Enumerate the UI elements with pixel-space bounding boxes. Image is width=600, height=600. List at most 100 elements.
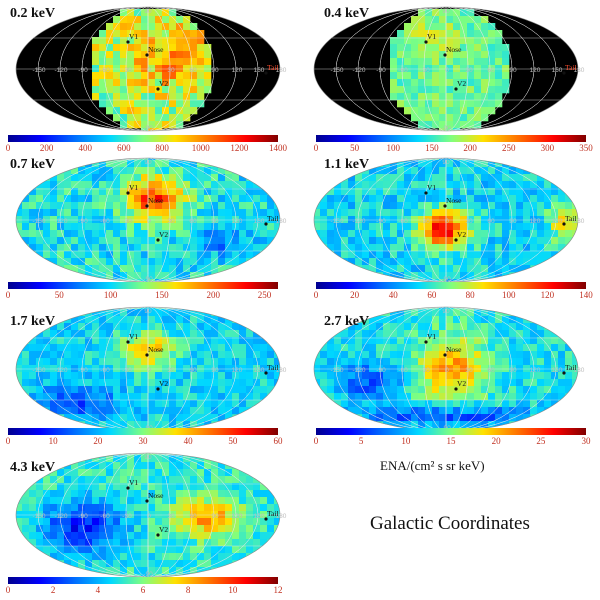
map-pixel — [92, 518, 100, 526]
map-pixel — [29, 244, 37, 252]
map-pixel — [162, 455, 170, 463]
map-pixel — [495, 400, 503, 408]
map-pixel — [432, 251, 440, 259]
map-pixel — [481, 188, 489, 196]
map-pixel — [204, 553, 212, 561]
map-pixel — [57, 490, 65, 498]
v1-marker-label: V1 — [129, 183, 138, 192]
map-pixel — [418, 114, 426, 122]
map-pixel — [169, 386, 177, 394]
map-pixel — [36, 237, 44, 245]
map-pixel — [404, 258, 412, 266]
map-pixel — [92, 93, 100, 101]
map-pixel — [197, 560, 205, 568]
map-pixel — [204, 72, 212, 80]
map-pixel — [383, 330, 391, 338]
map-pixel — [225, 483, 233, 491]
map-pixel — [106, 37, 114, 45]
map-pixel — [71, 393, 79, 401]
map-pixel — [218, 393, 226, 401]
map-pixel — [537, 195, 545, 203]
map-pixel — [99, 251, 107, 259]
map-pixel — [481, 337, 489, 345]
map-pixel — [509, 393, 517, 401]
map-pixel — [481, 58, 489, 66]
map-pixel — [460, 379, 468, 387]
map-pixel — [425, 379, 433, 387]
map-pixel — [183, 216, 191, 224]
map-pixel — [71, 167, 79, 175]
map-pixel — [246, 407, 254, 415]
map-pixel — [148, 365, 156, 373]
map-pixel — [348, 407, 356, 415]
map-pixel — [141, 400, 149, 408]
map-pixel — [162, 107, 170, 115]
map-pixel — [418, 209, 426, 217]
map-pixel — [439, 167, 447, 175]
map-pixel — [120, 223, 128, 231]
map-pixel — [369, 181, 377, 189]
map-pixel — [341, 216, 349, 224]
map-pixel — [425, 167, 433, 175]
map-pixel — [390, 58, 398, 66]
map-pixel — [169, 272, 177, 280]
map-pixel — [232, 365, 240, 373]
map-pixel — [397, 400, 405, 408]
map-pixel — [85, 490, 93, 498]
map-pixel — [418, 188, 426, 196]
map-pixel — [523, 372, 531, 380]
latitude-label: 90 — [144, 454, 152, 461]
map-pixel — [64, 560, 72, 568]
map-pixel — [467, 358, 475, 366]
map-pixel — [411, 93, 419, 101]
map-pixel — [225, 223, 233, 231]
map-pixel — [120, 30, 128, 38]
map-pixel — [78, 539, 86, 547]
map-pixel — [197, 553, 205, 561]
longitude-label: 150 — [552, 67, 563, 74]
map-pixel — [474, 93, 482, 101]
map-pixel — [36, 400, 44, 408]
map-pixel — [390, 188, 398, 196]
map-pixel — [148, 504, 156, 512]
map-pixel — [404, 181, 412, 189]
map-pixel — [411, 365, 419, 373]
map-pixel — [218, 504, 226, 512]
map-pixel — [369, 386, 377, 394]
map-pixel — [162, 16, 170, 24]
map-pixel — [57, 351, 65, 359]
map-pixel — [432, 400, 440, 408]
map-pixel — [36, 337, 44, 345]
map-pixel — [211, 251, 219, 259]
latitude-label: 90 — [442, 308, 450, 315]
map-pixel — [120, 462, 128, 470]
map-pixel — [544, 237, 552, 245]
map-pixel — [418, 9, 426, 17]
map-pixel — [183, 195, 191, 203]
map-pixel — [162, 258, 170, 266]
map-pixel — [439, 188, 447, 196]
map-pixel — [190, 188, 198, 196]
map-pixel — [544, 344, 552, 352]
map-pixel — [348, 365, 356, 373]
map-pixel — [390, 181, 398, 189]
map-pixel — [120, 365, 128, 373]
longitude-label: -120 — [54, 67, 67, 74]
map-pixel — [474, 237, 482, 245]
map-pixel — [197, 72, 205, 80]
map-pixel — [246, 223, 254, 231]
map-pixel — [127, 23, 135, 31]
map-pixel — [113, 51, 121, 59]
map-pixel — [474, 121, 482, 129]
map-pixel — [239, 237, 247, 245]
map-pixel — [404, 393, 412, 401]
map-pixel — [169, 100, 177, 108]
map-pixel — [246, 209, 254, 217]
map-pixel — [537, 251, 545, 259]
map-pixel — [92, 316, 100, 324]
map-pixel — [232, 195, 240, 203]
map-pixel — [474, 202, 482, 210]
map-pixel — [134, 174, 142, 182]
map-pixel — [176, 160, 184, 168]
map-pixel — [99, 223, 107, 231]
